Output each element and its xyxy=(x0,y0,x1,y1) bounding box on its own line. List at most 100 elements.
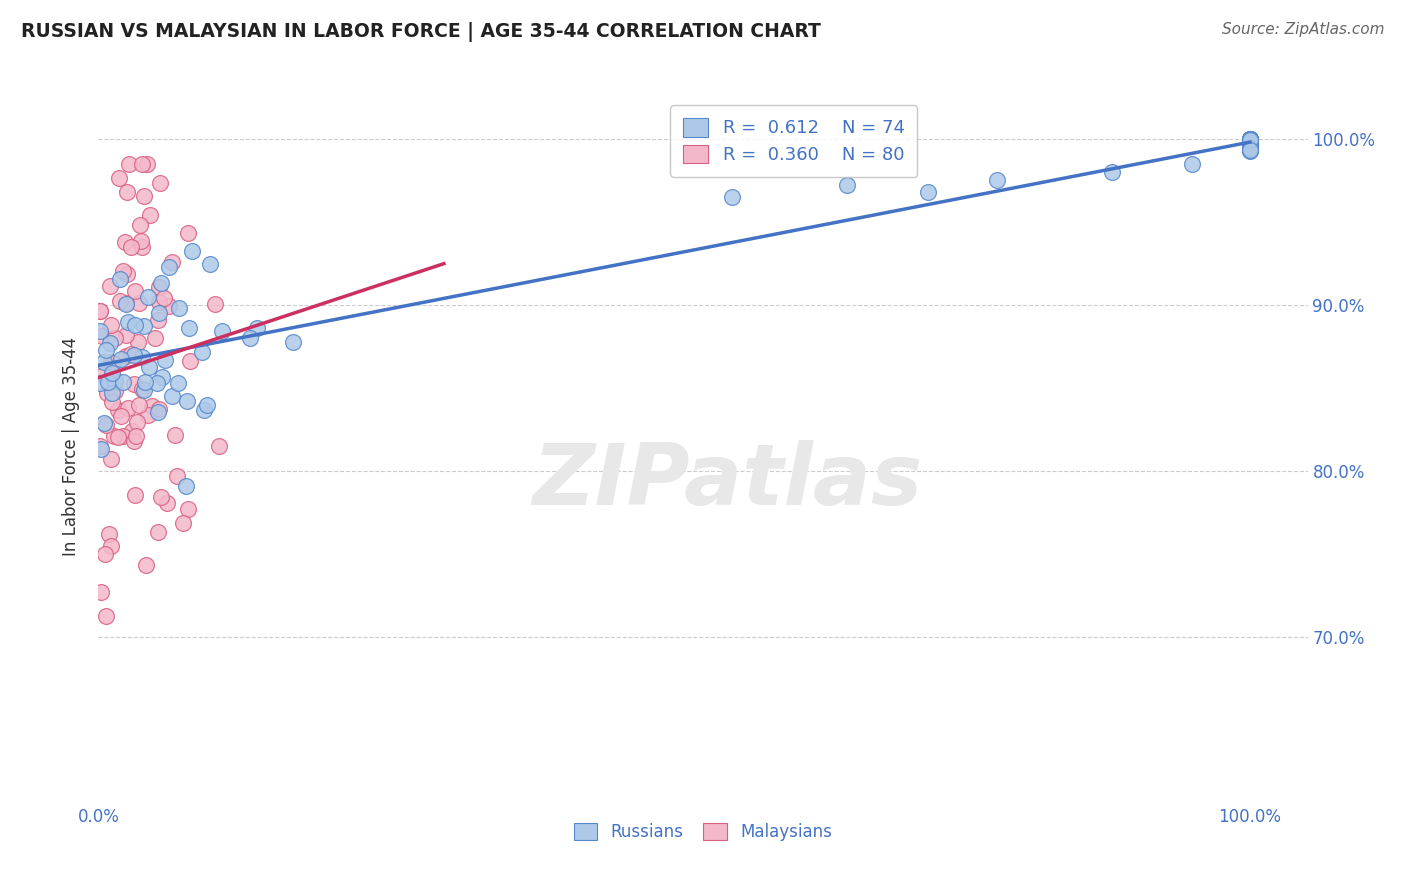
Point xyxy=(195,398,218,412)
Point xyxy=(163,427,186,442)
Point xyxy=(96,386,118,401)
Point xyxy=(1239,144,1261,158)
Point xyxy=(149,276,172,290)
Point xyxy=(128,295,150,310)
Point xyxy=(124,318,146,332)
Point xyxy=(93,416,115,430)
Point xyxy=(101,385,124,400)
Point xyxy=(141,400,163,414)
Point xyxy=(720,190,742,204)
Point xyxy=(1239,140,1261,154)
Point xyxy=(129,218,152,232)
Point xyxy=(136,157,159,171)
Point xyxy=(138,360,160,375)
Point xyxy=(135,558,157,572)
Y-axis label: In Labor Force | Age 35-44: In Labor Force | Age 35-44 xyxy=(62,336,80,556)
Point xyxy=(1239,133,1261,147)
Point xyxy=(172,516,194,530)
Point xyxy=(115,296,138,310)
Point xyxy=(176,394,198,409)
Point xyxy=(101,395,124,409)
Point xyxy=(131,382,153,396)
Point xyxy=(153,353,176,368)
Point xyxy=(169,301,191,315)
Point xyxy=(132,319,155,334)
Point xyxy=(122,434,145,448)
Point xyxy=(98,376,121,390)
Point xyxy=(132,383,155,397)
Point xyxy=(124,488,146,502)
Point xyxy=(115,327,138,342)
Point xyxy=(157,299,180,313)
Point xyxy=(1101,165,1123,179)
Point xyxy=(112,263,135,277)
Point xyxy=(100,355,122,369)
Point xyxy=(103,429,125,443)
Point xyxy=(98,527,121,541)
Point xyxy=(124,348,146,362)
Point xyxy=(1239,132,1261,146)
Point xyxy=(1239,133,1261,147)
Text: ZIPatlas: ZIPatlas xyxy=(531,440,922,524)
Point xyxy=(1239,141,1261,155)
Point xyxy=(121,424,143,438)
Point xyxy=(103,374,125,388)
Point xyxy=(1239,132,1261,146)
Point xyxy=(98,335,121,350)
Point xyxy=(125,429,148,443)
Point xyxy=(148,401,170,416)
Point xyxy=(100,539,122,553)
Point xyxy=(148,294,170,309)
Point xyxy=(100,451,122,466)
Point xyxy=(191,344,214,359)
Text: RUSSIAN VS MALAYSIAN IN LABOR FORCE | AGE 35-44 CORRELATION CHART: RUSSIAN VS MALAYSIAN IN LABOR FORCE | AG… xyxy=(21,22,821,42)
Point xyxy=(93,354,115,368)
Point xyxy=(89,376,111,390)
Point xyxy=(1239,143,1261,157)
Legend: Russians, Malaysians: Russians, Malaysians xyxy=(567,816,839,848)
Point xyxy=(117,185,139,199)
Point xyxy=(136,408,159,422)
Point xyxy=(1239,144,1261,158)
Point xyxy=(148,306,170,320)
Point xyxy=(198,257,221,271)
Point xyxy=(128,398,150,412)
Point xyxy=(1239,137,1261,152)
Point xyxy=(1239,144,1261,158)
Point xyxy=(124,285,146,299)
Point xyxy=(1239,132,1261,146)
Point xyxy=(122,376,145,391)
Point xyxy=(160,389,183,403)
Point xyxy=(131,350,153,364)
Point xyxy=(1181,157,1204,171)
Point xyxy=(1239,136,1261,151)
Point xyxy=(89,304,111,318)
Point xyxy=(208,439,231,453)
Point xyxy=(127,335,149,350)
Point xyxy=(1239,142,1261,156)
Point xyxy=(204,297,226,311)
Point xyxy=(1239,134,1261,148)
Point xyxy=(100,279,122,293)
Point xyxy=(93,368,115,383)
Point xyxy=(134,375,156,389)
Point xyxy=(149,176,172,190)
Point xyxy=(101,367,124,381)
Point xyxy=(89,324,111,338)
Point xyxy=(835,178,858,193)
Point xyxy=(120,347,142,361)
Point xyxy=(108,293,131,308)
Point xyxy=(94,547,117,561)
Point xyxy=(177,501,200,516)
Point xyxy=(149,491,172,505)
Point xyxy=(1239,136,1261,151)
Point xyxy=(159,260,181,274)
Point xyxy=(107,402,129,417)
Point xyxy=(148,405,170,419)
Point xyxy=(104,331,127,345)
Point xyxy=(90,585,112,599)
Point xyxy=(143,331,166,345)
Point xyxy=(917,185,939,199)
Point xyxy=(115,267,138,281)
Point xyxy=(94,417,117,432)
